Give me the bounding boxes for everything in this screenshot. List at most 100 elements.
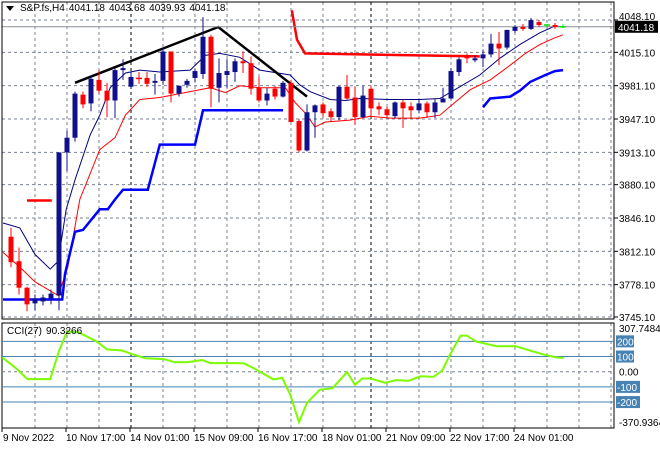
candle-body [472, 58, 478, 61]
cci-level-label: 200 [617, 337, 634, 348]
candle-body [96, 79, 102, 91]
cci-tick-label: 0.00 [619, 368, 639, 379]
candle-body [8, 236, 14, 263]
candle-body [456, 59, 462, 73]
cci-name: CCI(27) [7, 326, 43, 337]
candle-body [528, 20, 534, 29]
candle-body [504, 29, 510, 48]
candle-body [112, 70, 118, 101]
candle-body [48, 293, 54, 299]
candle-body [408, 106, 414, 111]
time-tick-label: 15 Nov 09:00 [194, 433, 254, 444]
candle [440, 87, 446, 103]
candle-body [328, 111, 334, 118]
candle [200, 17, 206, 79]
candle-body [248, 63, 254, 89]
candle [400, 99, 406, 128]
candle [136, 72, 142, 84]
high-value: 4043.68 [109, 3, 146, 14]
candle [480, 49, 486, 68]
candle [32, 294, 38, 311]
candle [96, 70, 102, 94]
candle-body [224, 71, 230, 75]
candle-body [536, 22, 542, 25]
cci-level-badge [616, 335, 634, 348]
candle [24, 286, 30, 312]
low-value: 4039.93 [149, 3, 186, 14]
candle-body [464, 56, 470, 59]
candle [536, 20, 542, 27]
candle-body [32, 298, 38, 304]
candle-body [16, 261, 22, 288]
candle [448, 68, 454, 100]
candle [528, 18, 534, 30]
candle [312, 104, 318, 138]
time-tick-label: 21 Nov 09:00 [386, 433, 446, 444]
candle-body [424, 103, 430, 113]
candle [496, 31, 502, 66]
candle [8, 227, 14, 268]
candle [456, 57, 462, 76]
candle-body [352, 97, 358, 118]
candle [360, 85, 366, 119]
support-1-line [3, 109, 283, 301]
candle-body [440, 98, 446, 103]
candle [488, 33, 494, 58]
candle-body [160, 51, 166, 81]
candle-body [216, 73, 222, 88]
candle [472, 55, 478, 63]
candle-body [480, 54, 486, 59]
candle [392, 101, 398, 119]
candle [128, 72, 134, 88]
price-tick-label: 3880.10 [619, 181, 656, 192]
ma-fast-line [2, 25, 564, 270]
candle [232, 58, 238, 82]
candle [520, 24, 526, 31]
candle [192, 69, 198, 82]
candle [560, 24, 566, 29]
candle-body [72, 93, 78, 138]
support-2-line [482, 68, 564, 109]
price-tick-label: 4048.10 [619, 12, 656, 23]
candle-body [192, 71, 198, 78]
candle [120, 59, 126, 80]
candle [80, 91, 86, 109]
time-tick-label: 22 Nov 17:00 [450, 433, 510, 444]
candle-body [520, 26, 526, 29]
dropdown-triangle-icon[interactable] [6, 6, 14, 11]
candle-body [256, 87, 262, 101]
candle-body [152, 80, 158, 83]
candle [272, 85, 278, 100]
candle [408, 102, 414, 119]
candle [424, 101, 430, 119]
candle [368, 85, 374, 118]
cci-tick-label: -370.9364 [619, 418, 660, 429]
candle-body [512, 26, 518, 31]
candle-body [376, 106, 382, 110]
price-tick-label: 3778.10 [619, 281, 656, 292]
candle [344, 74, 350, 100]
cci-level-badge [616, 350, 634, 363]
candle [64, 130, 70, 172]
candle-body [336, 86, 342, 118]
candle-body [416, 103, 422, 111]
candle-body [240, 61, 246, 64]
cci-level-badge [616, 380, 640, 393]
candle-body [384, 109, 390, 116]
chart-header: S&P.fs,H4 4041.18 4043.68 4039.93 4041.1… [6, 3, 225, 14]
candle-body [104, 90, 110, 101]
time-tick-label: 24 Nov 01:00 [514, 433, 574, 444]
time-tick-label: 14 Nov 01:00 [130, 433, 190, 444]
symbol-label: S&P.fs,H4 [20, 3, 65, 14]
candle [504, 29, 510, 50]
candle-body [272, 88, 278, 97]
candle [168, 51, 174, 103]
candle-body [144, 77, 150, 84]
candle-body [432, 102, 438, 113]
candle-body [488, 43, 494, 55]
candle-body [40, 297, 46, 302]
close-value: 4041.18 [189, 3, 226, 14]
candle [216, 58, 222, 103]
cci-level-label: -200 [617, 398, 637, 409]
